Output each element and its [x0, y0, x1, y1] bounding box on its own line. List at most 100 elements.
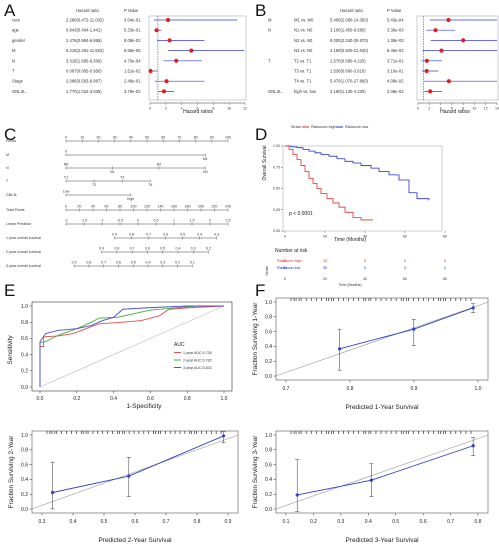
panel-a-p-header: P Value	[124, 8, 139, 13]
roc-legend-label: 3-year AUC:0.833	[183, 366, 212, 370]
roc-curve-2-year	[39, 305, 224, 387]
forest-group-label: M	[268, 18, 272, 23]
panel-b-plot-frame	[416, 15, 499, 101]
calibration-ytick-label: 0.0	[21, 507, 28, 513]
panel-b-forest-plot: B Hazard ratio P Value M M1 vs. M0 5.400(2…	[255, 1, 499, 115]
panel-e-legend: AUC 1-year AUC:0.726 2-year AUC:0.782 3-ye…	[174, 342, 212, 370]
nomogram-tick-label: T2	[92, 183, 96, 187]
nomogram-tick-label: 0.5	[180, 233, 185, 237]
forest-row-label: N1 vs. N0	[294, 28, 313, 33]
panel-b-tick-label: 8	[462, 107, 464, 111]
risk-table-xtick: 20	[323, 277, 327, 281]
nomogram-tick-label: 240	[225, 205, 231, 209]
forest-row-label: M	[12, 48, 16, 53]
nomogram-tick-label: 100	[225, 136, 231, 140]
nomogram-tick-label: T3	[120, 176, 124, 180]
panel-e-diagonal	[39, 305, 225, 388]
forest-row-label: T2 vs. T1	[294, 58, 312, 63]
forest-point	[433, 28, 438, 33]
nomogram-row-label: Linear Predictor	[6, 222, 32, 226]
nomogram-row-label: M	[6, 153, 9, 157]
nomogram-tick-label: 160	[171, 205, 177, 209]
risk-table-value: 3	[404, 266, 406, 270]
panel-c-letter: C	[4, 125, 16, 144]
forest-row-label: T	[12, 69, 15, 74]
nomogram-tick-label: 80	[118, 205, 122, 209]
panel-b-tick-label: 2	[428, 107, 430, 111]
panel-a-tick-label: 8	[212, 107, 214, 111]
roc-legend-label: 1-year AUC:0.726	[183, 351, 212, 355]
risk-table-value: 0	[444, 259, 446, 263]
panel-d-ytick-label: 0.50	[273, 187, 280, 191]
risk-table-value: 5	[364, 259, 366, 263]
panel-e-ytick-label: 0.4	[21, 352, 28, 358]
forest-point	[424, 58, 429, 63]
nomogram-tick-label: 140	[158, 205, 164, 209]
forest-point	[165, 17, 171, 23]
km-curve-low-risk	[285, 145, 430, 201]
panel-d-km-curve: D Strata Riskscore=high Riskscore=low 0.…	[255, 125, 447, 287]
nomogram-tick-label: 0.8	[129, 233, 134, 237]
panel-d-ytick-label: 0.00	[273, 229, 280, 233]
forest-row-hr: 2.160(1.130-4.230)	[330, 89, 366, 94]
calibration-xtick-label: 0.4	[365, 519, 372, 525]
forest-row-hr: 4.160(0.820-21.040)	[330, 48, 369, 53]
forest-row-pvalue: 3.71e-01	[387, 58, 404, 63]
risk-table-value: 0	[444, 266, 446, 270]
nomogram-tick-label: 0.5	[131, 261, 136, 265]
nomogram-tick-label: 0.9	[72, 261, 77, 265]
forest-row-label: N2 vs. N0	[294, 38, 313, 43]
panel-f-letter: F	[255, 281, 265, 300]
forest-row-label: age	[12, 28, 20, 33]
panel-e-xtick-label: 0.2	[73, 396, 80, 402]
nomogram-tick-label: -1	[100, 219, 103, 223]
nomogram-tick-label: 100	[131, 205, 137, 209]
calibration-ytick-label: 0.2	[265, 492, 272, 498]
nomogram-tick-label: 0.7	[146, 233, 151, 237]
risk-table-value: 15	[323, 259, 327, 263]
panel-d-ytick-label: 0.75	[273, 165, 280, 169]
forest-group-label: T	[268, 58, 271, 63]
calibration-ideal-line	[275, 301, 489, 377]
calibration-point	[295, 493, 299, 497]
nomogram-tick-label: 0.3	[160, 261, 165, 265]
forest-row-pvalue: 5.33e-01	[124, 28, 141, 33]
nomogram-tick-label: 70	[177, 136, 181, 140]
forest-row-pvalue: 1.51e-02	[124, 69, 141, 74]
forest-row-pvalue: 3.36e-03	[387, 28, 404, 33]
forest-row-hr: 3.318(1.685-6.506)	[66, 58, 102, 63]
panel-b-tick-label: 10	[472, 107, 476, 111]
calibration-xlabel: Predicted 2-Year Survival	[98, 537, 172, 544]
panel-e-xtick-label: 0.4	[110, 396, 117, 402]
nomogram-tick-label: 0.2	[206, 247, 211, 251]
panel-d-xtick-label: 20	[323, 235, 327, 239]
calibration-point	[127, 474, 131, 478]
nomogram-tick-label: 0.4	[146, 261, 151, 265]
nomogram-tick-label: 0.3	[214, 233, 219, 237]
forest-group-label: N	[268, 28, 271, 33]
calibration-xtick-label: 0.2	[310, 519, 317, 525]
panel-b-tick-label: 0	[417, 107, 419, 111]
nomogram-tick-label: 0.1	[190, 261, 195, 265]
nomogram-tick-label: 40	[129, 136, 133, 140]
calibration-point	[471, 306, 475, 310]
risk-table-xtick: 40	[363, 277, 367, 281]
calibration-xtick-label: 0.8	[194, 519, 201, 525]
nomogram-tick-label: 0.2	[175, 261, 180, 265]
panel-b-p-header: P Value	[387, 8, 402, 13]
calibration-xtick-label: 0.9	[225, 519, 232, 525]
calibration-xtick-label: 0.5	[101, 519, 108, 525]
forest-row-pvalue: 3.79e-02	[124, 89, 141, 94]
panel-e-letter: E	[4, 281, 15, 300]
calibration-xtick-label: 0.6	[420, 519, 427, 525]
risk-table-value: 9	[364, 266, 366, 270]
nomogram-row-label: Points	[6, 139, 16, 143]
forest-group-label: GNL3L	[268, 89, 282, 94]
forest-point	[428, 89, 433, 94]
nomogram-tick-label: 60	[105, 205, 109, 209]
forest-row-hr: 2.086(0.583-6.887)	[66, 79, 102, 84]
nomogram-tick-label: high	[127, 197, 134, 201]
risk-table-value: 84	[283, 266, 287, 270]
forest-point	[167, 38, 172, 43]
